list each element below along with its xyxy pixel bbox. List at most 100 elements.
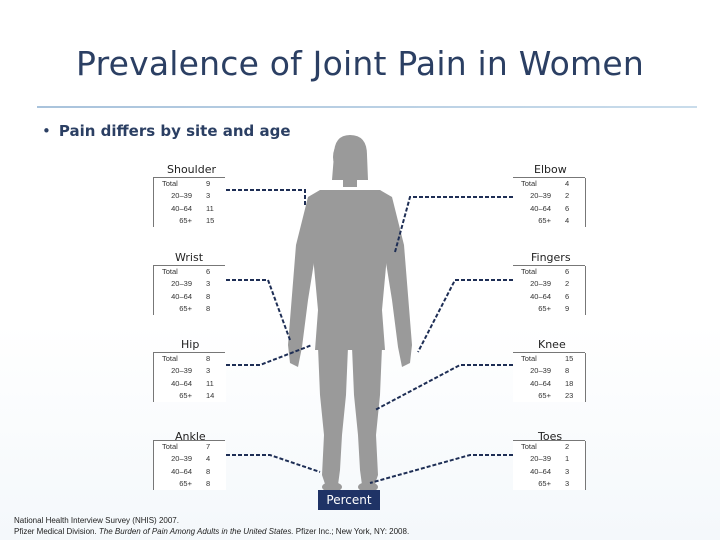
table-row: 40–64 6 bbox=[513, 203, 585, 215]
table-row: Total 8 bbox=[154, 353, 226, 365]
hip-table: Total 8 20–39 3 40–64 11 65+ 14 bbox=[153, 353, 226, 403]
row-value: 4 bbox=[206, 454, 211, 464]
footer-citation-prefix: Pfizer Medical Division. bbox=[14, 527, 99, 536]
shoulder-header-line bbox=[153, 177, 225, 178]
row-value: 11 bbox=[206, 378, 214, 388]
hip-connector bbox=[226, 344, 313, 366]
toes-connector bbox=[369, 454, 513, 484]
row-value: 6 bbox=[565, 291, 570, 301]
row-label: Total bbox=[521, 442, 537, 451]
title-divider bbox=[37, 106, 697, 108]
table-row: Total 9 bbox=[154, 178, 226, 190]
row-value: 3 bbox=[565, 478, 570, 488]
row-value: 8 bbox=[565, 366, 570, 376]
row-label: 65+ bbox=[538, 303, 551, 313]
row-value: 9 bbox=[206, 179, 211, 188]
row-value: 3 bbox=[206, 279, 211, 289]
table-row: 65+ 3 bbox=[513, 478, 585, 490]
knee-connector bbox=[374, 364, 513, 411]
row-value: 8 bbox=[206, 466, 211, 476]
row-value: 8 bbox=[206, 291, 211, 301]
table-row: Total 15 bbox=[513, 353, 585, 365]
row-value: 4 bbox=[565, 215, 570, 225]
shoulder-title: Shoulder bbox=[167, 163, 216, 176]
row-label: 40–64 bbox=[530, 378, 551, 388]
row-value: 6 bbox=[206, 267, 211, 276]
fingers-table: Total 6 20–39 2 40–64 6 65+ 9 bbox=[513, 266, 586, 316]
row-label: Total bbox=[162, 179, 178, 188]
footer-citation-1: National Health Interview Survey (NHIS) … bbox=[14, 516, 179, 525]
row-value: 3 bbox=[206, 191, 211, 201]
row-value: 6 bbox=[565, 267, 570, 276]
row-label: 20–39 bbox=[171, 454, 192, 464]
table-row: 40–64 8 bbox=[154, 291, 226, 303]
wrist-connector bbox=[226, 279, 291, 341]
row-value: 8 bbox=[206, 478, 211, 488]
percent-label: Percent bbox=[318, 490, 380, 510]
table-row: Total 6 bbox=[513, 266, 585, 278]
row-label: 40–64 bbox=[171, 378, 192, 388]
table-row: 65+ 4 bbox=[513, 215, 585, 227]
ankle-header-line bbox=[153, 440, 225, 441]
table-row: 40–64 6 bbox=[513, 291, 585, 303]
row-value: 8 bbox=[206, 354, 211, 363]
row-label: 20–39 bbox=[530, 366, 551, 376]
bullet-text: Pain differs by site and age bbox=[58, 122, 291, 140]
footer-citation-title: The Burden of Pain Among Adults in the U… bbox=[98, 527, 294, 536]
elbow-table: Total 4 20–39 2 40–64 6 65+ 4 bbox=[513, 178, 586, 228]
row-label: 40–64 bbox=[171, 291, 192, 301]
row-label: 65+ bbox=[538, 390, 551, 400]
table-row: Total 4 bbox=[513, 178, 585, 190]
footer-citation-suffix: Pfizer Inc.; New York, NY: 2008. bbox=[293, 527, 410, 536]
table-row: 40–64 18 bbox=[513, 378, 585, 390]
hip-title: Hip bbox=[181, 338, 200, 351]
table-row: 65+ 23 bbox=[513, 390, 585, 402]
row-value: 4 bbox=[565, 179, 570, 188]
fingers-title: Fingers bbox=[531, 251, 571, 264]
row-label: 20–39 bbox=[530, 454, 551, 464]
ankle-table: Total 7 20–39 4 40–64 8 65+ 8 bbox=[153, 441, 226, 491]
row-value: 9 bbox=[565, 303, 570, 313]
row-label: 40–64 bbox=[530, 466, 551, 476]
slide-title: Prevalence of Joint Pain in Women bbox=[76, 44, 644, 83]
row-label: 65+ bbox=[538, 478, 551, 488]
row-label: 20–39 bbox=[171, 279, 192, 289]
table-row: 65+ 15 bbox=[154, 215, 226, 227]
table-row: 20–39 1 bbox=[513, 453, 585, 465]
footer-citation-2: Pfizer Medical Division. The Burden of P… bbox=[14, 527, 409, 536]
row-label: Total bbox=[162, 354, 178, 363]
row-value: 3 bbox=[565, 466, 570, 476]
row-label: 40–64 bbox=[530, 203, 551, 213]
row-label: Total bbox=[521, 354, 537, 363]
fingers-header-line bbox=[513, 265, 585, 266]
table-row: 40–64 3 bbox=[513, 466, 585, 478]
row-label: 40–64 bbox=[171, 203, 192, 213]
row-label: 40–64 bbox=[171, 466, 192, 476]
row-label: Total bbox=[162, 442, 178, 451]
row-value: 2 bbox=[565, 442, 570, 451]
row-label: 20–39 bbox=[171, 191, 192, 201]
table-row: 20–39 3 bbox=[154, 190, 226, 202]
row-label: 65+ bbox=[179, 303, 192, 313]
bullet-point: • Pain differs by site and age bbox=[42, 122, 291, 140]
table-row: 40–64 8 bbox=[154, 466, 226, 478]
hip-header-line bbox=[153, 352, 225, 353]
row-value: 1 bbox=[565, 454, 570, 464]
row-label: 40–64 bbox=[530, 291, 551, 301]
table-row: 40–64 11 bbox=[154, 378, 226, 390]
row-label: 20–39 bbox=[171, 366, 192, 376]
row-value: 6 bbox=[565, 203, 570, 213]
table-row: 40–64 11 bbox=[154, 203, 226, 215]
shoulder-connector bbox=[226, 189, 306, 205]
row-value: 8 bbox=[206, 303, 211, 313]
table-row: Total 2 bbox=[513, 441, 585, 453]
fingers-connector bbox=[417, 279, 513, 353]
table-row: 20–39 4 bbox=[154, 453, 226, 465]
table-row: 20–39 8 bbox=[513, 365, 585, 377]
row-label: Total bbox=[162, 267, 178, 276]
table-row: Total 6 bbox=[154, 266, 226, 278]
row-value: 2 bbox=[565, 279, 570, 289]
table-row: 20–39 3 bbox=[154, 365, 226, 377]
table-row: 65+ 8 bbox=[154, 303, 226, 315]
